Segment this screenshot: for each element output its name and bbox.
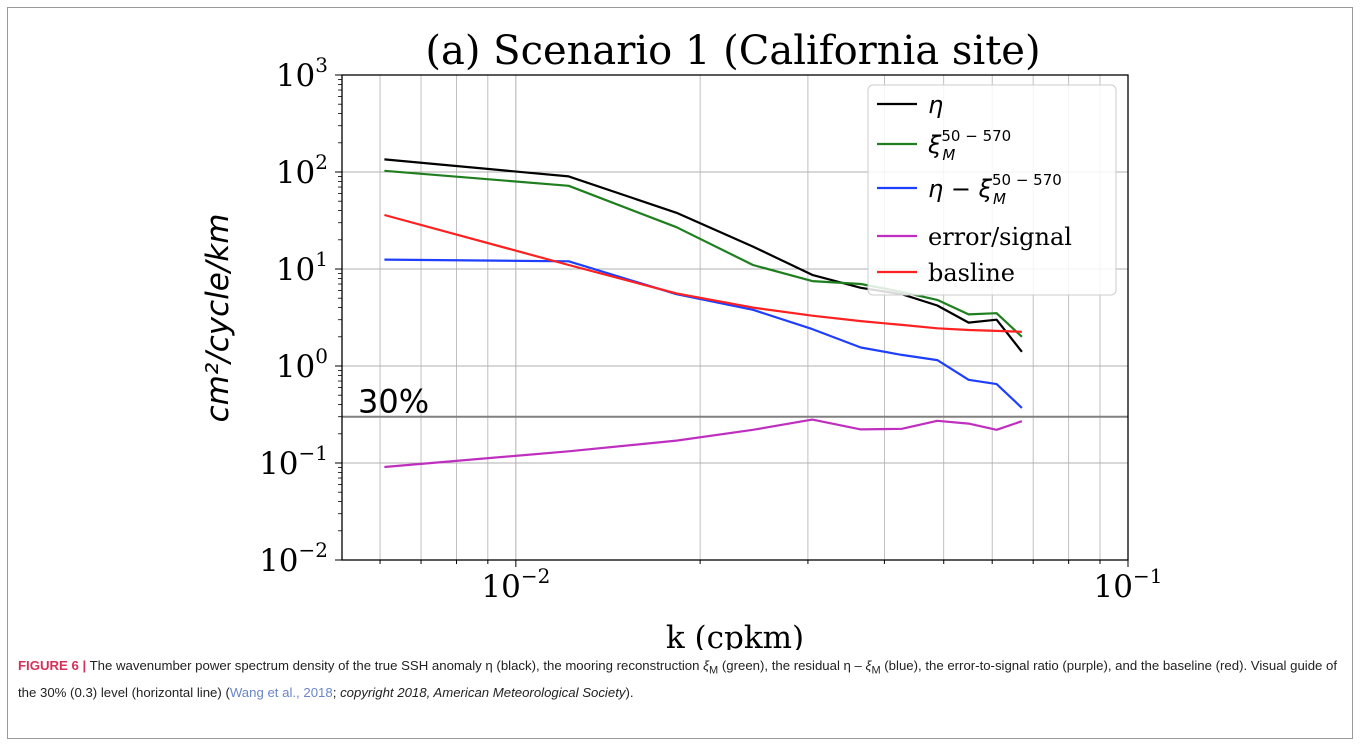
series-line-3 (384, 418, 1023, 469)
caption-text-1: The wavenumber power spectrum density of… (86, 658, 704, 673)
y-tick-label: 10−2 (259, 538, 328, 579)
series-group (384, 158, 1023, 469)
legend-label-1: ξ50 − 570 (927, 127, 1011, 159)
x-axis-label: k (cpkm) (666, 620, 804, 650)
series-line-0 (384, 158, 1023, 353)
legend-box (867, 84, 1117, 296)
caption-copyright: copyright 2018, American Meteorological … (340, 684, 626, 700)
chart: (a) Scenario 1 (California site) 30% 103… (200, 28, 1162, 650)
caption-text-3: (blue), the error-to-signal ratio (purpl… (18, 658, 1338, 700)
axes: 103 102 101 100 10−1 10−2 10−2 10−1 (259, 53, 1162, 605)
series-line-4 (384, 213, 1022, 333)
caption-text-4: ; (332, 684, 341, 700)
y-tick-label: 102 (276, 150, 328, 191)
legend-label-4: basline (928, 259, 1015, 287)
x-tick-label: 10−1 (1094, 564, 1163, 605)
x-tick-label: 10−2 (481, 564, 550, 605)
y-axis-label: cm²/cycle/km (200, 214, 236, 423)
figure-caption: FIGURE 6 | The wavenumber power spectrum… (18, 655, 1340, 703)
caption-sub-1: M (709, 664, 719, 677)
series-line-1 (384, 169, 1023, 338)
y-tick-label: 101 (276, 247, 328, 288)
reference-line-label: 30% (358, 383, 429, 421)
reference-line-group: 30% (342, 383, 1128, 421)
y-tick-label: 100 (276, 344, 328, 385)
y-tick-label: 103 (276, 53, 328, 94)
caption-reference-link[interactable]: Wang et al., 2018 (229, 684, 333, 700)
legend-label-3: error/signal (928, 223, 1072, 251)
legend-subscript-1: M (942, 146, 955, 164)
caption-xi-1: ξ (703, 658, 710, 673)
caption-sub-2: M (871, 664, 881, 677)
figure-frame (7, 7, 1353, 739)
legend-subscript-2: M (993, 190, 1006, 208)
chart-title: (a) Scenario 1 (California site) (425, 28, 1040, 74)
caption-text-2: (green), the residual η – (718, 658, 866, 673)
figure-label: FIGURE 6 | (18, 658, 87, 673)
plot-area-frame (341, 74, 1129, 561)
caption-text-5: ). (625, 684, 634, 700)
legend-label-0: η (928, 91, 943, 119)
legend-label-2: η − ξ50 − 570 (928, 171, 1062, 203)
caption-xi-2: ξ (865, 658, 872, 673)
y-tick-label: 10−1 (259, 441, 328, 482)
